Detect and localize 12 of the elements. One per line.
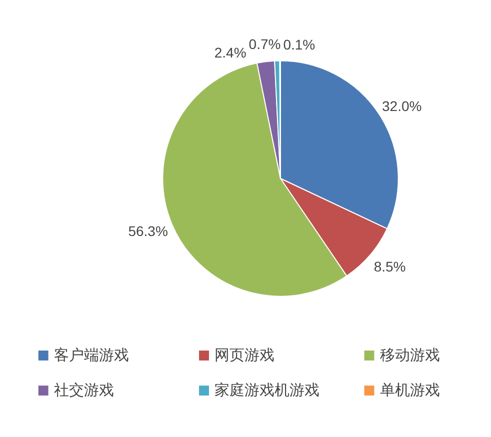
legend-label: 客户端游戏 [54,347,130,364]
legend-label: 单机游戏 [380,382,440,400]
legend-label: 网页游戏 [214,347,275,364]
data-label: 0.1% [283,36,316,52]
legend-label: 社交游戏 [54,382,114,400]
data-label: 8.5% [374,258,406,274]
data-label: 2.4% [214,44,246,61]
legend-label: 移动游戏 [380,347,440,364]
data-label: 0.7% [248,36,281,52]
data-label: 32.0% [382,98,422,114]
data-label: 56.3% [128,223,168,240]
legend-label: 家庭游戏机游戏 [214,382,320,400]
